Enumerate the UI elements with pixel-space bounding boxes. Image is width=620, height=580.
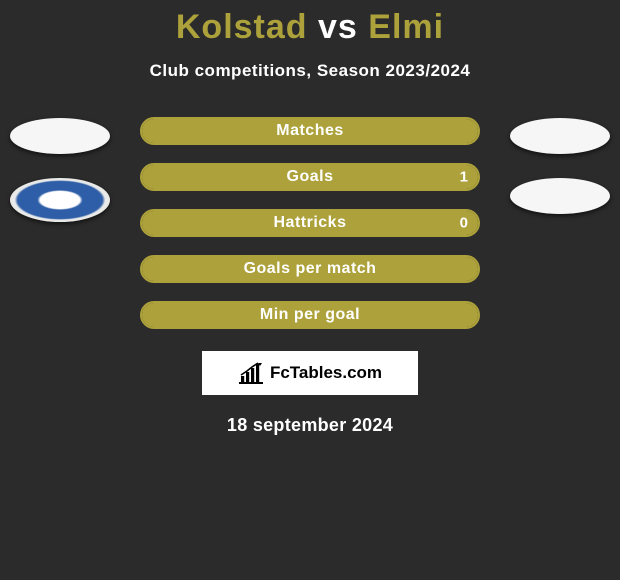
brand-card[interactable]: FcTables.com (202, 351, 418, 395)
stat-row: Matches (140, 117, 480, 145)
stat-row: Hattricks0 (140, 209, 480, 237)
stat-label: Goals per match (140, 260, 480, 278)
team-badge-ril: R·I·L (10, 178, 110, 222)
badge-column-right (510, 118, 610, 214)
badge-ril-text: R·I·L (43, 193, 78, 208)
stat-label: Min per goal (140, 306, 480, 324)
stat-label: Matches (140, 122, 480, 140)
title-player2: Elmi (368, 8, 444, 46)
stat-label: Goals (140, 168, 480, 186)
comparison-card: Kolstad vs Elmi Club competitions, Seaso… (0, 0, 620, 580)
stat-label: Hattricks (140, 214, 480, 232)
stat-value-right: 1 (460, 169, 468, 186)
stat-row: Goals per match (140, 255, 480, 283)
stat-row: Min per goal (140, 301, 480, 329)
brand-text: FcTables.com (270, 363, 382, 383)
date-text: 18 september 2024 (0, 415, 620, 436)
badge-column-left: R·I·L (10, 118, 110, 222)
title: Kolstad vs Elmi (0, 0, 620, 47)
team-badge (10, 118, 110, 154)
subtitle: Club competitions, Season 2023/2024 (0, 61, 620, 81)
stat-value-right: 0 (460, 215, 468, 232)
bar-chart-icon (238, 362, 264, 384)
team-badge (510, 118, 610, 154)
stat-row: Goals1 (140, 163, 480, 191)
title-player1: Kolstad (176, 8, 308, 46)
title-vs: vs (318, 8, 358, 46)
team-badge (510, 178, 610, 214)
